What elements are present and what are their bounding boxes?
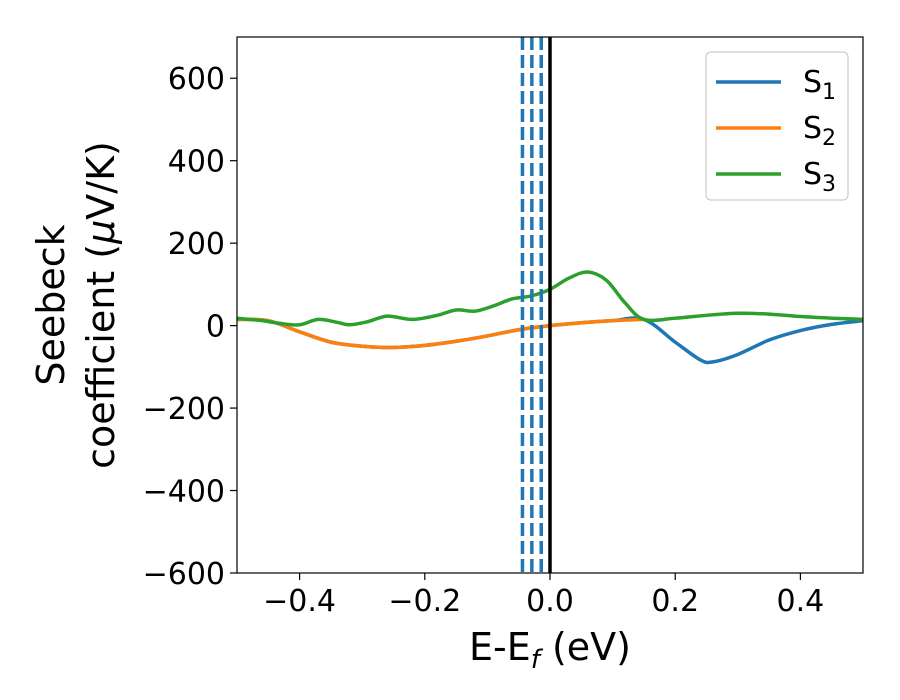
y-tick-label: −400 <box>143 475 225 510</box>
x-axis: −0.4 −0.2 0.0 0.2 0.4 <box>263 573 824 619</box>
legend-box <box>705 51 849 201</box>
legend-label-s1: S1 <box>803 65 836 105</box>
legend-label-s3: S3 <box>803 157 836 197</box>
legend: S1 S2 S3 <box>705 51 849 201</box>
series-line-s2 <box>237 317 646 350</box>
y-tick-label: 0 <box>206 310 225 345</box>
y-axis-label-line2: coefficient (μV/K) <box>79 141 123 469</box>
y-axis: −600 −400 −200 0 200 400 600 <box>143 62 237 592</box>
y-tick-label: 600 <box>168 62 225 97</box>
x-tick-label: −0.2 <box>388 584 461 619</box>
x-axis-label-unit: (eV) <box>540 625 631 669</box>
series-line-s3 <box>237 270 863 327</box>
x-tick-label: 0.0 <box>526 584 574 619</box>
x-tick-label: 0.4 <box>777 584 825 619</box>
y-tick-label: 400 <box>168 145 225 180</box>
y-axis-label-mu: μ <box>79 220 123 245</box>
y-axis-label-line1: Seebeck <box>29 224 73 385</box>
y-tick-label: −600 <box>143 557 225 592</box>
x-tick-label: 0.2 <box>651 584 699 619</box>
legend-label-s2: S2 <box>803 111 836 151</box>
x-tick-label: −0.4 <box>263 584 336 619</box>
y-tick-label: 200 <box>168 227 225 262</box>
y-tick-label: −200 <box>143 392 225 427</box>
y-axis-label-group: Seebeck coefficient (μV/K) <box>29 141 123 469</box>
vertical-lines <box>520 37 552 573</box>
x-axis-label: E-Ef (eV) <box>469 625 631 675</box>
series-layer <box>237 270 863 365</box>
